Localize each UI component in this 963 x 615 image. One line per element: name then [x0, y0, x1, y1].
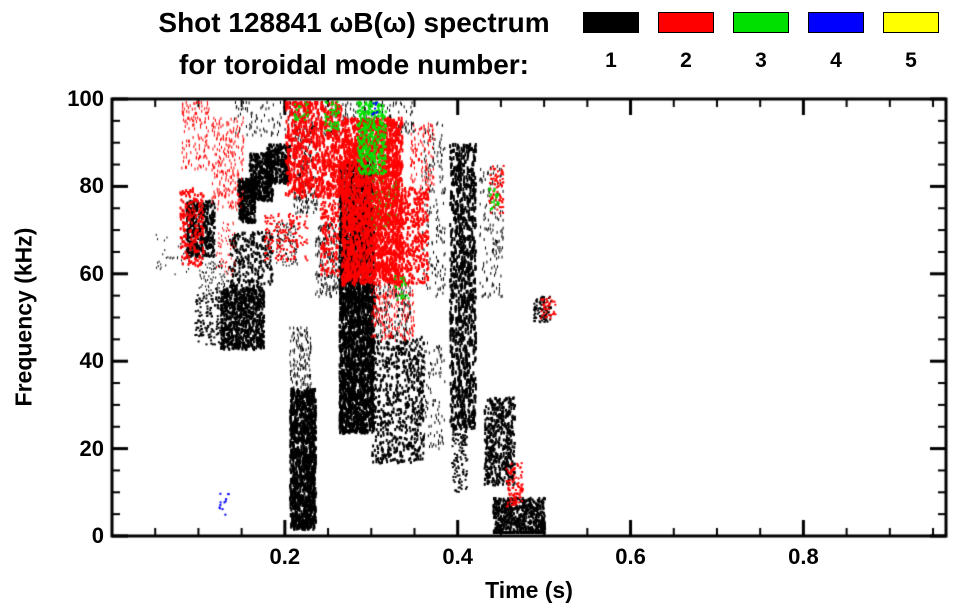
- legend-item-n4: 4: [807, 12, 865, 72]
- legend-item-n3: 3: [732, 12, 790, 72]
- legend-swatch-n2: [658, 12, 714, 33]
- x-tick-label: 0.6: [615, 544, 646, 569]
- legend-item-n1: 1: [582, 12, 640, 72]
- legend-swatch-n5: [883, 12, 939, 33]
- legend: 1 2 3 4 5: [582, 12, 940, 72]
- y-tick-label: 60: [79, 260, 104, 286]
- legend-label-n2: 2: [680, 49, 692, 72]
- legend-swatch-n1: [583, 12, 639, 33]
- legend-label-n4: 4: [830, 49, 842, 72]
- legend-swatch-n4: [808, 12, 864, 33]
- legend-label-n3: 3: [755, 49, 767, 72]
- chart-title-line1: Shot 128841 ωB(ω) spectrum: [158, 7, 550, 38]
- x-axis-title: Time (s): [485, 577, 573, 603]
- legend-label-n1: 1: [605, 49, 617, 72]
- chart-title: Shot 128841 ωB(ω) spectrum for toroidal …: [104, 2, 604, 86]
- y-tick-label: 0: [91, 523, 104, 548]
- x-tick-label: 0.4: [442, 544, 473, 569]
- x-tick-label: 0.2: [269, 544, 301, 569]
- chart-title-line2: for toroidal mode number:: [179, 49, 529, 80]
- y-tick-label: 100: [67, 86, 104, 111]
- y-tick-label: 40: [79, 348, 104, 374]
- legend-swatch-n3: [733, 12, 789, 33]
- y-axis-title: Frequency (kHz): [10, 227, 37, 407]
- y-tick-label: 20: [79, 435, 104, 461]
- x-tick-label: 0.8: [788, 544, 819, 569]
- y-tick-label: 80: [79, 173, 104, 199]
- legend-item-n5: 5: [882, 12, 940, 72]
- legend-label-n5: 5: [905, 49, 917, 72]
- legend-item-n2: 2: [657, 12, 715, 72]
